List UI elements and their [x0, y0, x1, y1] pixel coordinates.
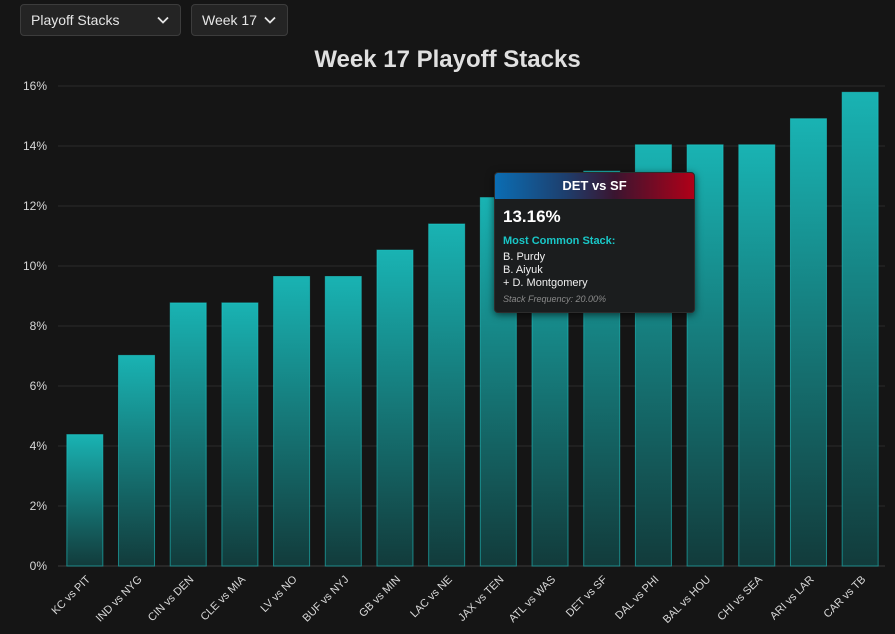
bar[interactable]	[118, 354, 156, 567]
bar[interactable]	[789, 118, 827, 567]
stack-type-dropdown[interactable]: Playoff Stacks	[20, 4, 181, 36]
x-tick-label: BAL vs HOU	[661, 574, 713, 626]
bars	[66, 91, 879, 567]
chart-title: Week 17 Playoff Stacks	[314, 46, 581, 73]
tooltip-matchup: DET vs SF	[495, 173, 694, 199]
y-tick-label: 8%	[30, 319, 48, 333]
tooltip-frequency: Stack Frequency: 20.00%	[503, 294, 607, 304]
x-tick-label: GB vs MIN	[357, 574, 403, 620]
x-tick-label: CLE vs MIA	[198, 573, 248, 623]
y-tick-label: 14%	[23, 139, 47, 153]
bar[interactable]	[738, 144, 776, 567]
x-tick-label: CHI vs SEA	[715, 573, 765, 623]
tooltip-stack-label: Most Common Stack:	[503, 235, 616, 247]
stack-type-value: Playoff Stacks	[31, 12, 120, 28]
y-tick-label: 4%	[30, 439, 48, 453]
bar[interactable]	[841, 91, 879, 567]
x-tick-label: ATL vs WAS	[507, 574, 558, 625]
tooltip-percent: 13.16%	[503, 207, 561, 226]
y-tick-label: 0%	[30, 559, 48, 573]
x-tick-label: IND vs NYG	[94, 574, 145, 625]
x-tick-label: JAX vs TEN	[456, 574, 506, 624]
y-tick-labels: 0% 2% 4% 6% 8% 10% 12% 14% 16%	[23, 79, 47, 573]
x-tick-label: DAL vs PHI	[613, 574, 661, 622]
y-tick-label: 6%	[30, 379, 48, 393]
x-tick-label: ARI vs LAR	[768, 574, 817, 623]
x-tick-label: LV vs NO	[259, 573, 301, 615]
bar[interactable]	[273, 276, 311, 567]
y-tick-label: 10%	[23, 259, 47, 273]
bar[interactable]	[169, 302, 207, 567]
x-tick-label: CIN vs DEN	[146, 574, 196, 624]
x-tick-label: CAR vs TB	[821, 574, 868, 621]
x-tick-label: KC vs PIT	[49, 573, 93, 617]
tooltip-player: + D. Montgomery	[503, 277, 588, 289]
y-tick-label: 2%	[30, 499, 48, 513]
controls-bar: Playoff Stacks Week 17	[20, 4, 288, 38]
bar[interactable]	[428, 223, 466, 567]
week-dropdown[interactable]: Week 17	[191, 4, 288, 36]
y-tick-label: 12%	[23, 199, 47, 213]
x-tick-label: LAC vs NE	[408, 574, 455, 621]
bar-tooltip: DET vs SF 13.16% Most Common Stack: B. P…	[494, 172, 695, 313]
bar[interactable]	[66, 434, 104, 567]
tooltip-player: B. Purdy	[503, 251, 546, 263]
x-tick-labels: KC vs PIT IND vs NYG CIN vs DEN CLE vs MIA L…	[49, 573, 868, 626]
y-tick-label: 16%	[23, 79, 47, 93]
x-tick-label: BUF vs NYJ	[301, 574, 352, 625]
x-tick-label: DET vs SF	[564, 573, 610, 619]
chevron-down-icon	[264, 16, 276, 24]
bar[interactable]	[376, 249, 414, 567]
week-value: Week 17	[202, 12, 257, 28]
bar[interactable]	[324, 276, 362, 567]
tooltip-player: B. Aiyuk	[503, 264, 543, 276]
chevron-down-icon	[157, 16, 169, 24]
bar[interactable]	[221, 302, 259, 567]
